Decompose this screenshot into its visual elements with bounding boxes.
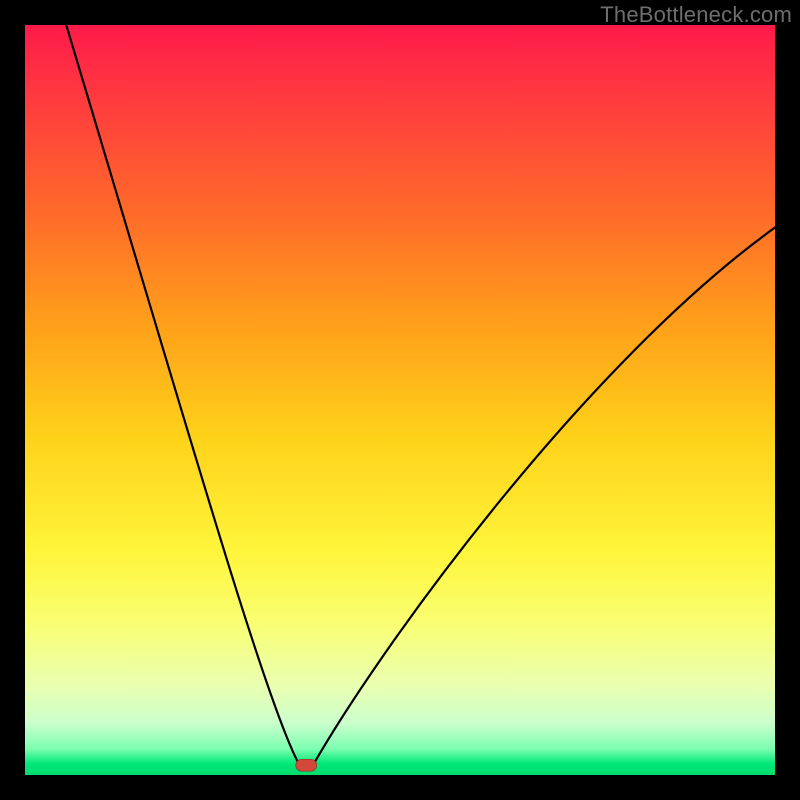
bottleneck-chart: [0, 0, 800, 800]
watermark-text: TheBottleneck.com: [600, 2, 792, 28]
optimal-point-marker: [296, 759, 317, 771]
plot-area: [25, 25, 775, 775]
chart-root: TheBottleneck.com: [0, 0, 800, 800]
